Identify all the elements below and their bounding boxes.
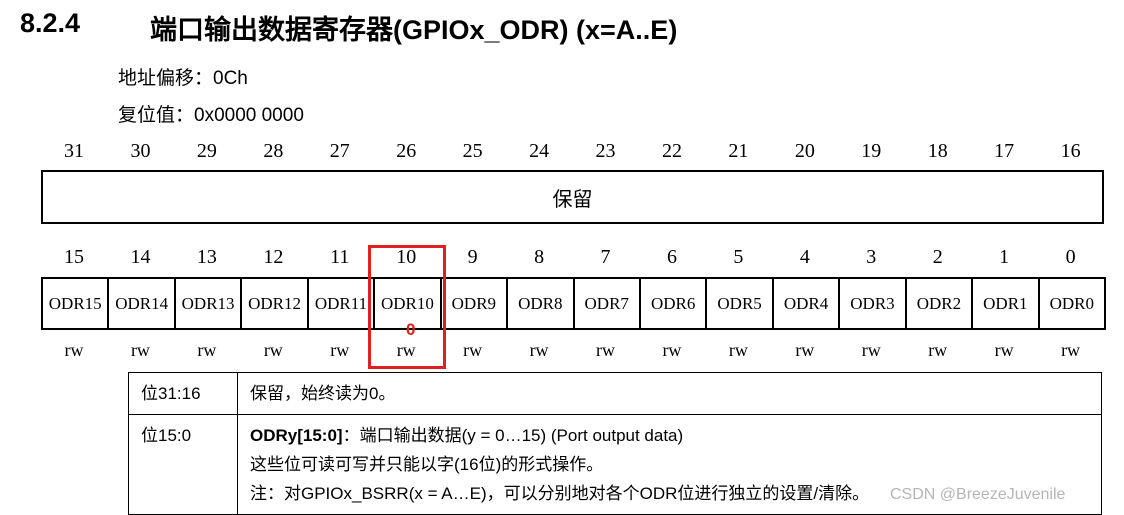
bit-number: 13	[196, 246, 217, 268]
field-cell: ODR3	[838, 277, 907, 330]
reserved-field: 保留	[41, 170, 1104, 224]
access: rw	[662, 340, 682, 360]
bit-number: 2	[932, 246, 943, 268]
section-title: 端口输出数据寄存器(GPIOx_ODR) (x=A..E)	[150, 15, 678, 45]
bit-number: 28	[263, 140, 284, 162]
bit-number: 26	[396, 140, 417, 162]
bit-number: 11	[330, 246, 350, 268]
bit-number: 5	[733, 246, 744, 268]
annotation: 0	[406, 320, 416, 339]
row: 位31:16 保留，始终读为0。	[128, 372, 1102, 415]
bit-number: 3	[866, 246, 877, 268]
access: rw	[861, 340, 881, 360]
bit-number: 29	[196, 140, 217, 162]
bit-number: 4	[799, 246, 810, 268]
field-cell: ODR12	[240, 277, 309, 330]
access: rw	[197, 340, 217, 360]
bit-number: 16	[1060, 140, 1081, 162]
bit-number: 0	[1065, 246, 1076, 268]
bit-number: 15	[64, 246, 84, 268]
access: rw	[728, 340, 748, 360]
field-cell: ODR15	[41, 277, 110, 330]
field-cell: ODR0	[1037, 277, 1106, 330]
bit-number: 31	[64, 140, 84, 162]
bit-number: 18	[927, 140, 948, 162]
bit-number: 30	[130, 140, 151, 162]
field-name: ODRy[15:0]	[250, 426, 343, 445]
bits: 位31:16	[128, 372, 238, 415]
bit-number: 19	[861, 140, 882, 162]
access: rw	[795, 340, 815, 360]
access: rw	[529, 340, 549, 360]
bit-number: 10	[396, 246, 417, 268]
description-table: 位31:16 保留，始终读为0。 位15:0 ODRy[15:0]：端口输出数据…	[128, 372, 1102, 515]
bit-number: 9	[467, 246, 478, 268]
field-cell: ODR4	[771, 277, 841, 330]
line: 这些位可读可写并只能以字(16位)的形式操作。	[250, 455, 604, 474]
bit-number: 22	[661, 140, 682, 162]
access: rw	[396, 340, 416, 360]
field-cell: ODR8	[506, 277, 575, 330]
line: ODRy[15:0]：端口输出数据(y = 0…15) (Port output…	[250, 421, 1089, 450]
bit-number: 1	[999, 246, 1010, 268]
reset-value: 复位值：0x0000 0000	[118, 105, 304, 126]
field-cell: ODR11	[306, 277, 376, 330]
field-cell: ODR5	[705, 277, 774, 330]
bit-number: 20	[794, 140, 815, 162]
bit-number: 24	[529, 140, 550, 162]
line: 注：对GPIOx_BSRR(x = A…E)，可以分别地对各个ODR位进行独立的…	[250, 484, 870, 503]
bit-number: 17	[994, 140, 1015, 162]
access: rw	[263, 340, 283, 360]
bit-number: 8	[534, 246, 545, 268]
offset: 地址偏移：0Ch	[118, 68, 248, 89]
row: 位15:0 ODRy[15:0]：端口输出数据(y = 0…15) (Port …	[128, 414, 1102, 515]
bit-number: 7	[600, 246, 611, 268]
bit-number: 6	[666, 246, 677, 268]
bit-number: 27	[329, 140, 350, 162]
field-cell: ODR6	[638, 277, 708, 330]
bit-number: 23	[595, 140, 616, 162]
bit-number: 21	[728, 140, 749, 162]
section-number: 8.2.4	[20, 8, 81, 38]
field-cell: ODR9	[439, 277, 509, 330]
field-cell: ODR13	[173, 277, 243, 330]
bit-number: 25	[462, 140, 483, 162]
access: rw	[64, 340, 84, 360]
highlight-box	[368, 245, 446, 369]
summary: ：端口输出数据(y = 0…15) (Port output data)	[342, 426, 684, 445]
field-cell: ODR1	[971, 277, 1040, 330]
access: rw	[463, 340, 483, 360]
access: rw	[130, 340, 150, 360]
field-cell: ODR2	[904, 277, 974, 330]
field-cell: ODR7	[572, 277, 641, 330]
access: rw	[1061, 340, 1081, 360]
access: rw	[994, 340, 1014, 360]
field-cell: ODR14	[107, 277, 176, 330]
bit-number: 14	[130, 246, 151, 268]
access: rw	[330, 340, 350, 360]
description: ODRy[15:0]：端口输出数据(y = 0…15) (Port output…	[237, 414, 1102, 515]
access: rw	[928, 340, 948, 360]
watermark: CSDN @BreezeJuvenile	[890, 486, 1066, 503]
bit-number: 12	[263, 246, 284, 268]
bits: 位15:0	[128, 414, 238, 515]
description: 保留，始终读为0。	[237, 372, 1102, 415]
access: rw	[596, 340, 615, 360]
